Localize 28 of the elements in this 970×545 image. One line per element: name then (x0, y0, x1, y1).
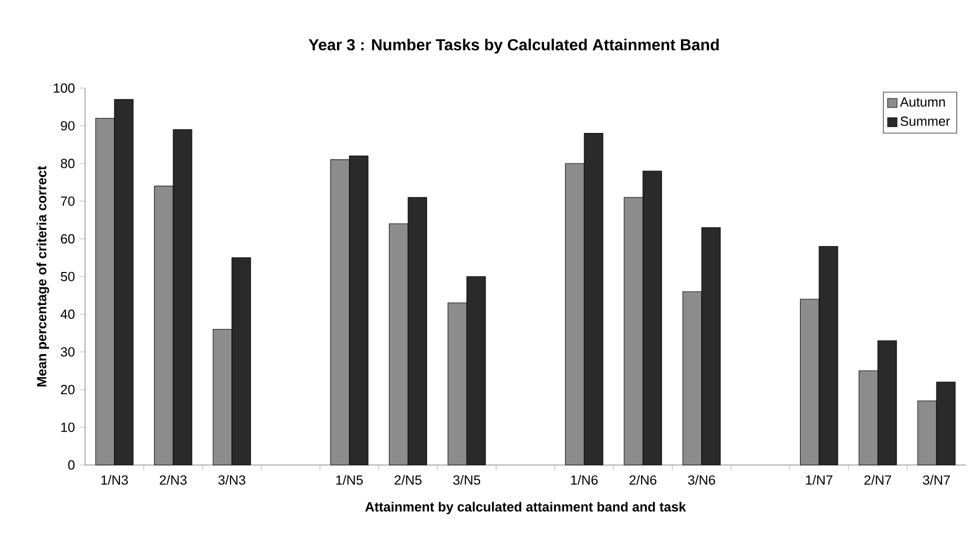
y-tick-label: 50 (60, 272, 75, 282)
x-tick-label: 1/N5 (336, 474, 363, 485)
x-axis-title: Attainment by calculated attainment band and task (365, 502, 686, 514)
y-tick-label: 60 (60, 234, 75, 244)
x-tick-label: 2/N5 (394, 474, 422, 485)
x-tick-label: 1/N3 (101, 474, 128, 485)
x-tick-label: 1/N6 (571, 474, 598, 485)
y-tick-label: 90 (60, 121, 75, 130)
y-tick-label: 30 (60, 347, 75, 357)
y-tick-label: 10 (61, 422, 75, 432)
x-tick-label: 1/N7 (806, 474, 832, 485)
y-axis-title: Mean percentage of criteria correct (36, 166, 50, 386)
x-tick-label: 3/N3 (218, 474, 246, 485)
x-tick-label: 2/N6 (630, 474, 656, 485)
chart-title: Year 3 : Number Tasks by Calculated Attainment Band (308, 38, 719, 54)
y-tick-label: 100 (54, 83, 75, 93)
y-tick-label: 80 (60, 158, 75, 168)
y-tick-label: 0 (68, 460, 75, 470)
y-tick-label: 70 (60, 196, 75, 206)
y-tick-label: 20 (60, 384, 75, 394)
x-tick-label: 3/N7 (922, 474, 950, 485)
x-tick-label: 2/N3 (160, 474, 187, 485)
y-tick-label: 40 (60, 309, 75, 319)
x-tick-label: 3/N5 (453, 474, 480, 485)
x-tick-label: 2/N7 (864, 474, 892, 485)
x-tick-label: 3/N6 (688, 474, 716, 485)
legend-label: Summer (900, 116, 950, 126)
legend-label: Autumn (900, 97, 945, 107)
